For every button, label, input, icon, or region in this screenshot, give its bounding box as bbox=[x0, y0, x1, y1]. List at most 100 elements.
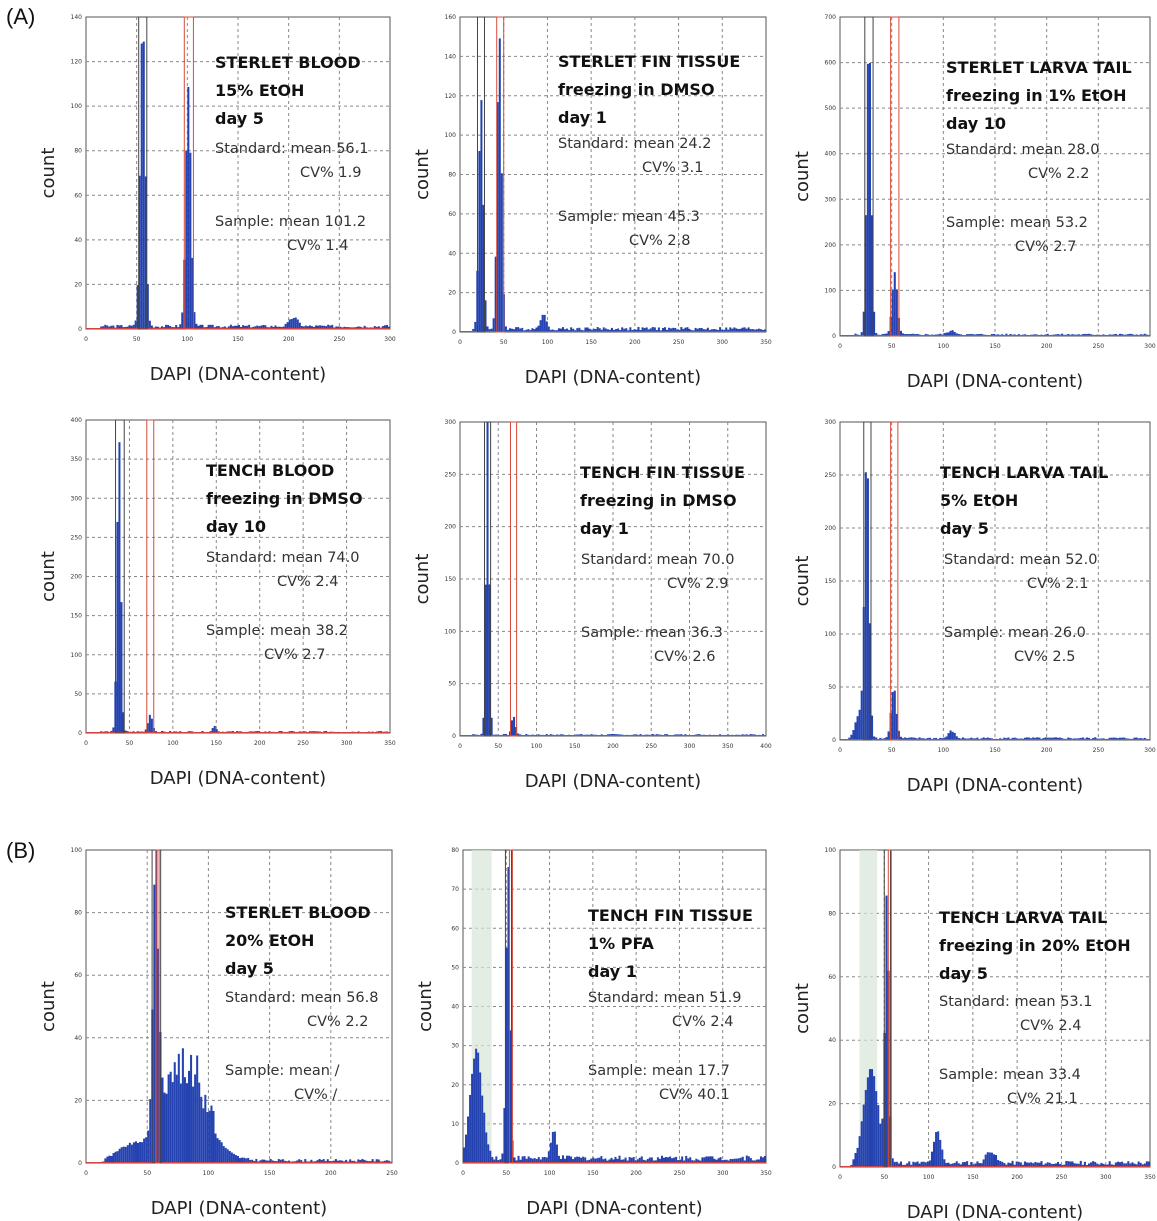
histogram-bar bbox=[1019, 1162, 1022, 1167]
histogram-bar bbox=[489, 1150, 492, 1163]
histogram-bar bbox=[879, 1123, 882, 1167]
y-tick-label: 30 bbox=[451, 1043, 459, 1050]
histogram-bar bbox=[747, 1156, 750, 1163]
panel-title-line: TENCH FIN TISSUE bbox=[580, 463, 745, 482]
histogram-bar bbox=[759, 1156, 762, 1163]
histogram-bar bbox=[173, 1062, 176, 1163]
histogram-bar bbox=[684, 327, 687, 332]
histogram-bar bbox=[1079, 737, 1082, 740]
histogram-bar bbox=[272, 326, 275, 329]
histogram-bar bbox=[149, 1099, 152, 1163]
histogram-bar bbox=[541, 314, 544, 332]
histogram-bar bbox=[1129, 333, 1132, 336]
histogram-bar bbox=[1131, 1162, 1134, 1167]
histogram-bar bbox=[539, 1159, 542, 1163]
x-tick-label: 100 bbox=[542, 339, 554, 346]
histogram-bar bbox=[757, 1159, 760, 1163]
sample-mean-label: Sample: mean 17.7 bbox=[588, 1063, 730, 1079]
x-tick-label: 100 bbox=[938, 343, 950, 350]
histogram-bar bbox=[700, 328, 703, 332]
histogram-bar bbox=[562, 327, 565, 332]
x-tick-label: 200 bbox=[1041, 747, 1053, 754]
y-tick-label: 80 bbox=[451, 847, 459, 854]
histogram-bar bbox=[480, 100, 483, 333]
histogram-bar bbox=[475, 1048, 478, 1163]
histogram-bar bbox=[1021, 1164, 1024, 1167]
histogram-bar bbox=[717, 329, 720, 332]
histogram-bar bbox=[383, 1160, 386, 1163]
x-tick-label: 0 bbox=[838, 343, 842, 350]
histogram-bar bbox=[1119, 1162, 1122, 1167]
histogram-bar bbox=[739, 328, 742, 332]
histogram-bar bbox=[507, 867, 510, 1163]
histogram-bar bbox=[141, 1142, 144, 1163]
x-axis-label: DAPI (DNA-content) bbox=[151, 1198, 327, 1219]
x-tick-label: 200 bbox=[283, 336, 295, 343]
standard-gate bbox=[863, 421, 872, 741]
y-axis-label: count bbox=[415, 981, 436, 1032]
histogram-bar bbox=[373, 326, 376, 329]
histogram-bar bbox=[887, 331, 890, 336]
histogram-bar bbox=[357, 1159, 360, 1163]
histogram-bar bbox=[276, 326, 279, 329]
histogram-bar bbox=[651, 733, 654, 736]
histogram-bar bbox=[1069, 1161, 1072, 1167]
histogram-bar bbox=[959, 1164, 962, 1167]
histogram-bar bbox=[1017, 1161, 1020, 1167]
histogram-bar bbox=[264, 325, 267, 329]
x-tick-label: 200 bbox=[254, 740, 266, 747]
panel-title-line: STERLET LARVA TAIL bbox=[946, 58, 1132, 77]
histogram-bar bbox=[926, 737, 929, 740]
histogram-bar bbox=[733, 1158, 736, 1163]
histogram-bar bbox=[704, 329, 707, 332]
histogram-bar bbox=[667, 1157, 670, 1163]
histogram-bar bbox=[761, 329, 764, 332]
histogram-bar bbox=[749, 329, 752, 332]
histogram-bar bbox=[143, 1138, 146, 1163]
histogram-bar bbox=[850, 1164, 853, 1167]
standard-mean-label: Standard: mean 51.9 bbox=[588, 990, 741, 1006]
histogram-bar bbox=[551, 329, 554, 332]
x-axis-label: DAPI (DNA-content) bbox=[907, 371, 1083, 392]
histogram-bar bbox=[478, 150, 481, 332]
x-tick-label: 50 bbox=[502, 1170, 510, 1177]
histogram-bar bbox=[761, 1157, 764, 1163]
histogram-bar bbox=[1108, 737, 1111, 740]
y-tick-label: 100 bbox=[71, 847, 83, 854]
y-tick-label: 40 bbox=[74, 237, 82, 244]
histogram-bar bbox=[632, 1157, 635, 1163]
histogram-bar bbox=[387, 326, 390, 329]
histogram-bar bbox=[302, 326, 305, 329]
histogram-bar bbox=[361, 1158, 364, 1163]
histogram-bar bbox=[387, 1160, 390, 1163]
histogram-bar bbox=[598, 328, 601, 332]
histogram-bar bbox=[232, 1153, 235, 1163]
histogram-bar bbox=[893, 690, 896, 740]
histogram-bar bbox=[104, 324, 107, 329]
histogram-bar bbox=[294, 317, 297, 329]
histogram-bar bbox=[124, 1146, 127, 1163]
histogram-bar bbox=[1121, 1161, 1124, 1167]
y-tick-label: 80 bbox=[828, 910, 836, 917]
histogram-bar bbox=[928, 1160, 931, 1167]
histogram-bar bbox=[727, 329, 730, 332]
histogram-bar bbox=[873, 736, 876, 740]
histogram-bar bbox=[628, 1157, 631, 1163]
histogram-bar bbox=[570, 1156, 573, 1163]
histogram-bar bbox=[648, 1157, 651, 1163]
histogram-bar bbox=[212, 1110, 215, 1163]
x-tick-label: 400 bbox=[760, 743, 772, 750]
histogram-bar bbox=[1119, 333, 1122, 336]
histogram-bar bbox=[1092, 1161, 1095, 1167]
x-tick-label: 150 bbox=[989, 747, 1001, 754]
histogram-bar bbox=[673, 1157, 676, 1163]
x-tick-label: 300 bbox=[341, 740, 353, 747]
histogram-bar bbox=[218, 1139, 221, 1163]
histogram-bar bbox=[385, 324, 388, 329]
histogram-bar bbox=[255, 1158, 258, 1163]
histogram-bar bbox=[527, 329, 530, 332]
y-axis-label: count bbox=[38, 551, 59, 602]
histogram-bar bbox=[263, 1159, 266, 1163]
histogram-bar bbox=[260, 325, 263, 329]
histogram-bar bbox=[383, 325, 386, 329]
